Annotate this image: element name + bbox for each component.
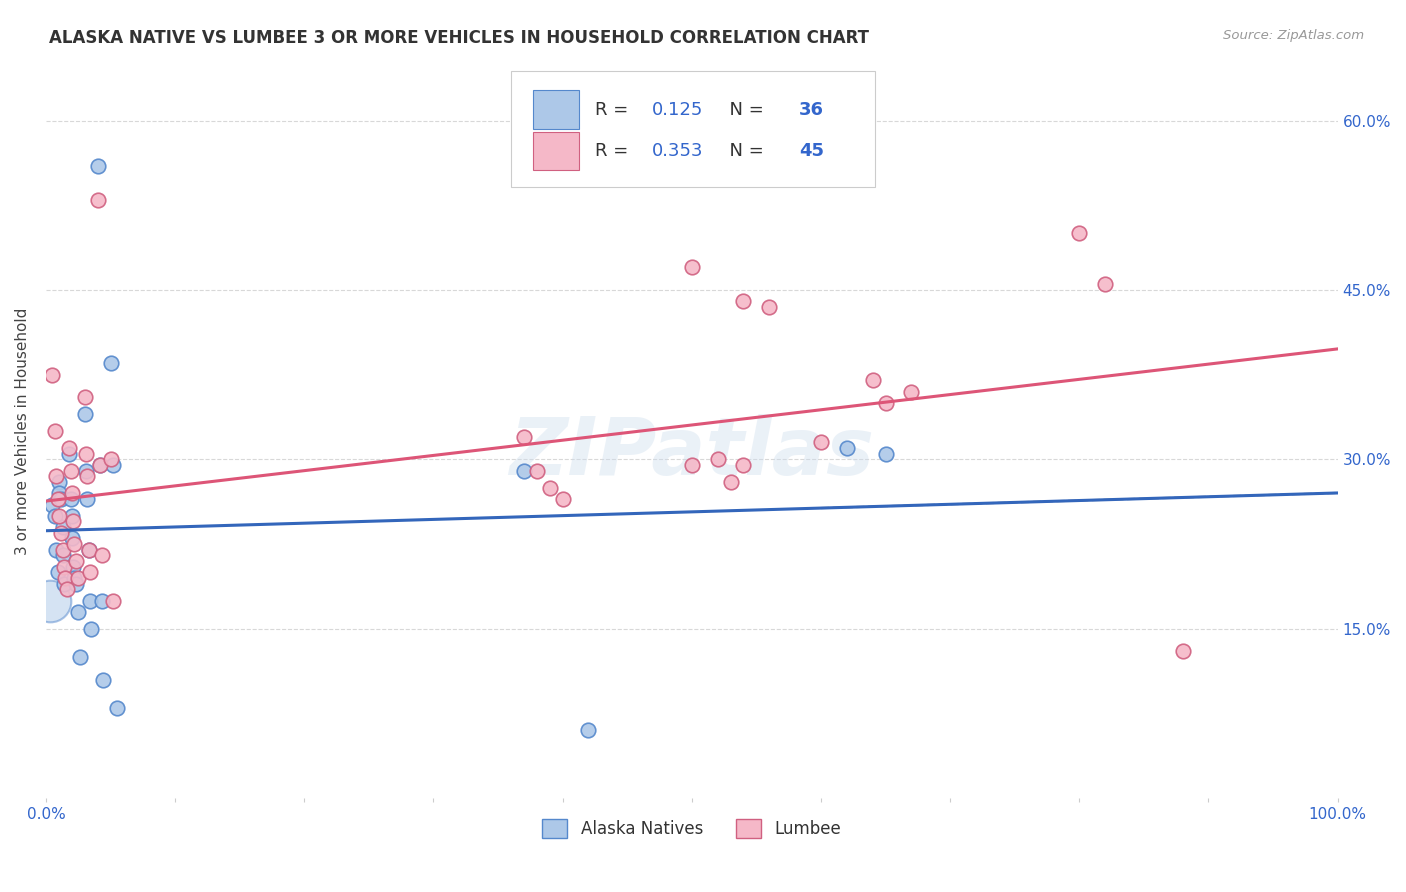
Point bbox=[60, 532, 83, 546]
Point bbox=[76, 469, 98, 483]
Point bbox=[67, 571, 90, 585]
Point bbox=[58, 447, 80, 461]
Point bbox=[75, 447, 97, 461]
Point bbox=[75, 464, 97, 478]
Point bbox=[77, 542, 100, 557]
Point bbox=[810, 435, 832, 450]
Point bbox=[52, 542, 75, 557]
Point bbox=[59, 491, 82, 506]
Text: ALASKA NATIVE VS LUMBEE 3 OR MORE VEHICLES IN HOUSEHOLD CORRELATION CHART: ALASKA NATIVE VS LUMBEE 3 OR MORE VEHICL… bbox=[49, 29, 869, 47]
Point bbox=[55, 582, 77, 597]
Point bbox=[48, 508, 70, 523]
Point bbox=[52, 549, 75, 563]
Point bbox=[1171, 644, 1194, 658]
Point bbox=[51, 491, 73, 506]
Text: R =: R = bbox=[595, 101, 634, 119]
Point bbox=[80, 622, 103, 636]
Point bbox=[681, 260, 703, 275]
Point bbox=[733, 294, 755, 309]
Point bbox=[86, 193, 108, 207]
Bar bbox=[533, 90, 579, 128]
Point bbox=[60, 508, 83, 523]
Point bbox=[41, 368, 63, 382]
Point bbox=[105, 700, 128, 714]
Point bbox=[101, 458, 124, 472]
Text: ZIPatlas: ZIPatlas bbox=[509, 414, 875, 492]
Y-axis label: 3 or more Vehicles in Household: 3 or more Vehicles in Household bbox=[15, 308, 30, 555]
Point bbox=[733, 458, 755, 472]
Point bbox=[65, 576, 87, 591]
Text: N =: N = bbox=[717, 142, 769, 160]
Point bbox=[1069, 227, 1091, 241]
Point bbox=[89, 458, 111, 472]
Point bbox=[38, 593, 60, 607]
Point bbox=[46, 491, 69, 506]
Point bbox=[73, 407, 96, 421]
Text: N =: N = bbox=[717, 101, 769, 119]
Point bbox=[758, 300, 780, 314]
Point bbox=[44, 424, 66, 438]
Point bbox=[513, 464, 536, 478]
Point bbox=[706, 452, 728, 467]
Point bbox=[44, 508, 66, 523]
Point bbox=[1094, 277, 1116, 292]
Point bbox=[100, 356, 122, 370]
Point bbox=[835, 441, 858, 455]
Point bbox=[51, 525, 73, 540]
Point bbox=[59, 464, 82, 478]
Point bbox=[60, 486, 83, 500]
Text: 36: 36 bbox=[799, 101, 824, 119]
Point bbox=[45, 542, 67, 557]
Point bbox=[48, 486, 70, 500]
Point bbox=[101, 593, 124, 607]
Point bbox=[58, 441, 80, 455]
Point bbox=[538, 481, 561, 495]
Text: 0.125: 0.125 bbox=[652, 101, 703, 119]
Point bbox=[551, 491, 574, 506]
Point bbox=[578, 723, 600, 738]
Point bbox=[52, 520, 75, 534]
Point bbox=[63, 537, 86, 551]
Point bbox=[73, 390, 96, 404]
Point bbox=[91, 673, 114, 687]
Point bbox=[69, 650, 91, 665]
Point bbox=[76, 491, 98, 506]
Point bbox=[53, 559, 76, 574]
Point bbox=[79, 593, 101, 607]
Point bbox=[720, 475, 742, 489]
Point bbox=[48, 475, 70, 489]
Point bbox=[900, 384, 922, 399]
Text: 45: 45 bbox=[799, 142, 824, 160]
Point bbox=[79, 566, 101, 580]
Point bbox=[53, 571, 76, 585]
Text: Source: ZipAtlas.com: Source: ZipAtlas.com bbox=[1223, 29, 1364, 43]
Point bbox=[90, 593, 112, 607]
Bar bbox=[533, 132, 579, 169]
Point bbox=[77, 542, 100, 557]
Point bbox=[875, 396, 897, 410]
Legend: Alaska Natives, Lumbee: Alaska Natives, Lumbee bbox=[536, 813, 848, 845]
Text: 0.353: 0.353 bbox=[652, 142, 703, 160]
Point bbox=[681, 458, 703, 472]
Point bbox=[100, 452, 122, 467]
Point bbox=[45, 469, 67, 483]
Point bbox=[875, 447, 897, 461]
Point bbox=[41, 498, 63, 512]
Point bbox=[63, 571, 86, 585]
Point bbox=[526, 464, 548, 478]
Point bbox=[90, 549, 112, 563]
Point bbox=[65, 554, 87, 568]
Point bbox=[513, 430, 536, 444]
Point bbox=[86, 159, 108, 173]
Point bbox=[62, 559, 84, 574]
Text: R =: R = bbox=[595, 142, 634, 160]
Point bbox=[53, 576, 76, 591]
FancyBboxPatch shape bbox=[510, 70, 875, 186]
Point bbox=[89, 458, 111, 472]
Point bbox=[67, 605, 90, 619]
Point bbox=[862, 373, 884, 387]
Point bbox=[46, 566, 69, 580]
Point bbox=[62, 515, 84, 529]
